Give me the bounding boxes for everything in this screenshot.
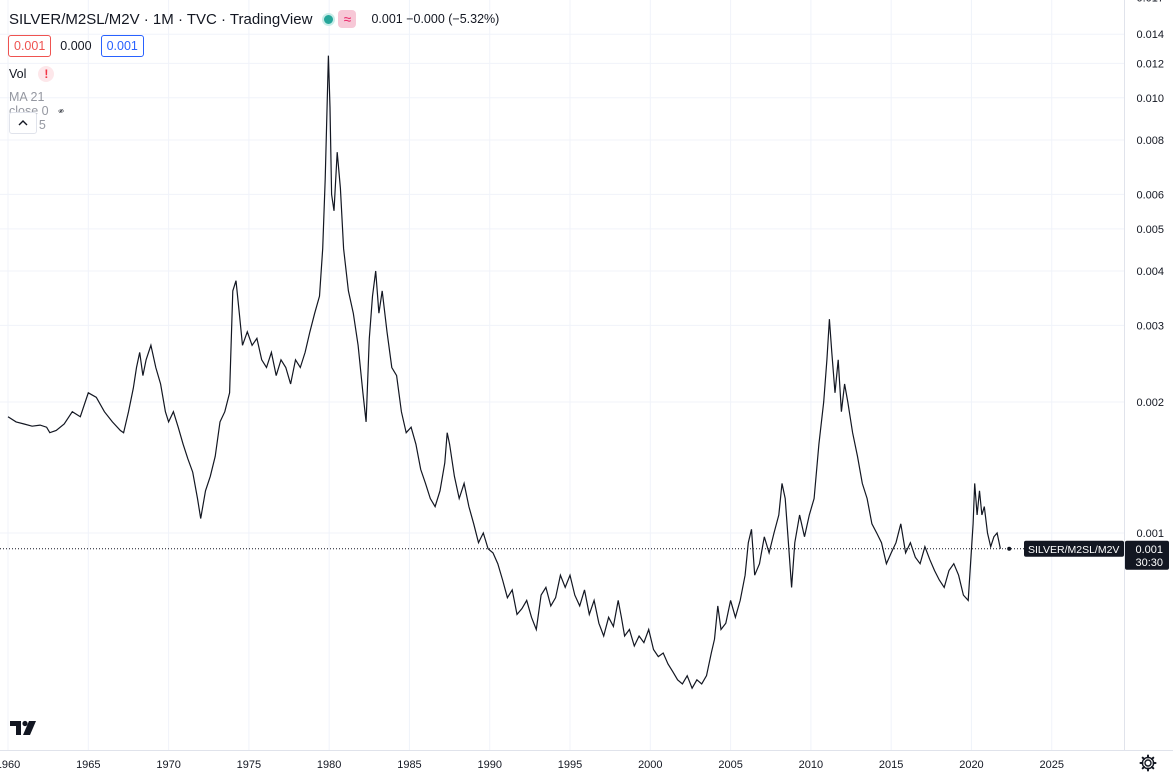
price-tag-countdown: 30:30	[1135, 557, 1163, 569]
chevron-up-icon	[18, 120, 28, 126]
time-tick-label: 2005	[718, 759, 742, 771]
price-tick-label: 0.005	[1136, 224, 1164, 236]
symbol-title[interactable]: SILVER/M2SL/M2V · 1M · TVC · TradingView	[9, 10, 313, 28]
price-tick-label: 0.006	[1136, 189, 1164, 201]
warning-icon[interactable]: !	[38, 66, 55, 82]
time-tick-label: 2020	[959, 759, 983, 771]
bid-price[interactable]: 0.001	[8, 35, 52, 57]
gear-icon[interactable]	[1139, 754, 1157, 772]
price-tag-value-bg	[1125, 540, 1169, 570]
approx-data-icon[interactable]: ≈	[338, 10, 357, 28]
series-line	[7, 55, 1001, 690]
price-tick-label: 0.008	[1136, 135, 1164, 147]
price-tick-label: 0.001	[1136, 528, 1164, 540]
price-tag-symbol: SILVER/M2SL/M2V	[1028, 544, 1119, 556]
last-point-marker	[1007, 546, 1012, 551]
grid	[0, 0, 1124, 750]
time-tick-label: 2015	[879, 759, 903, 771]
ohlc-values: 0.001 −0.000 (−5.32%)	[371, 12, 500, 26]
time-tick-label: 1995	[558, 759, 582, 771]
bid-ask-row: 0.001 0.000 0.001	[8, 35, 144, 57]
time-tick-label: 1965	[76, 759, 100, 771]
price-tick-label: 0.017	[1136, 0, 1164, 5]
time-tick-label: 1960	[0, 759, 20, 771]
price-tick-label: 0.010	[1136, 93, 1164, 105]
time-tick-label: 1975	[237, 759, 261, 771]
market-open-icon	[322, 12, 336, 26]
time-tick-label: 1970	[156, 759, 180, 771]
time-tick-label: 1980	[317, 759, 341, 771]
collapse-legend-button[interactable]	[9, 112, 37, 134]
volume-legend[interactable]: Vol !	[9, 66, 55, 82]
price-tag-symbol-bg	[1024, 540, 1124, 557]
time-tick-label: 2010	[799, 759, 823, 771]
price-tag-value: 0.001	[1135, 544, 1163, 556]
price-tick-label: 0.012	[1136, 58, 1164, 70]
tradingview-logo-icon[interactable]	[10, 718, 38, 738]
time-axis[interactable]: 1960 1965 1970 1975 1980 1985 1990 1995 2000 2005…	[0, 759, 1064, 771]
eye-hidden-icon[interactable]	[58, 104, 65, 118]
time-tick-label: 1990	[478, 759, 502, 771]
price-tick-label: 0.004	[1136, 266, 1164, 278]
price-tick-label: 0.003	[1136, 320, 1164, 332]
time-tick-label: 2025	[1040, 759, 1064, 771]
price-tick-label: 0.002	[1136, 397, 1164, 409]
price-tag: SILVER/M2SL/M2V 0.001 30:30	[1024, 540, 1169, 570]
volume-label: Vol	[9, 67, 27, 81]
price-axis[interactable]: 0.001 0.002 0.003 0.004 0.005 0.006 0.008 0.010…	[1136, 0, 1164, 540]
time-tick-label: 1985	[397, 759, 421, 771]
ask-price[interactable]: 0.001	[100, 35, 144, 57]
symbol-legend[interactable]: SILVER/M2SL/M2V · 1M · TVC · TradingView…	[9, 9, 499, 29]
spread-value: 0.000	[60, 39, 92, 53]
price-tick-label: 0.014	[1136, 29, 1164, 41]
time-tick-label: 2000	[638, 759, 662, 771]
